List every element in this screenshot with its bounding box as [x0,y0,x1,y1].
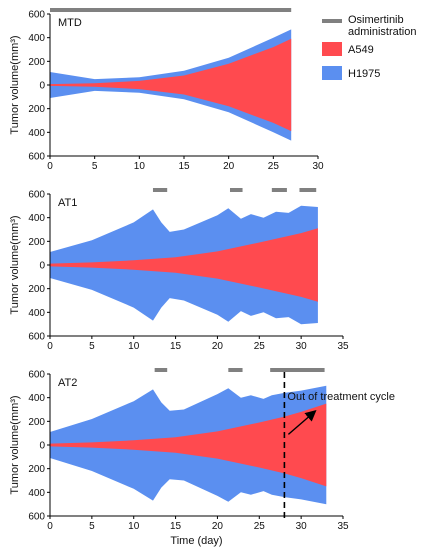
y-tick-label: 600 [28,152,45,163]
x-tick-label: 0 [47,341,53,352]
y-axis-label: Tumor volume(mm³) [9,35,21,134]
x-tick-label: 0 [47,521,53,532]
y-tick-label: 200 [28,417,45,428]
administration-bar-4 [299,188,317,192]
y-tick-label: 600 [28,512,45,523]
x-axis-label: Time (day) [170,535,222,547]
administration-bar-2 [228,368,243,372]
legend-label-administration: Osimertinib administration [348,14,416,38]
y-tick-label: 200 [28,57,45,68]
y-tick-label: 600 [28,332,45,343]
y-tick-label: 600 [28,10,45,21]
x-tick-label: 15 [170,521,182,532]
y-axis-label: Tumor volume(mm³) [9,215,21,314]
x-tick-label: 15 [170,341,182,352]
y-axis-label: Tumor volume(mm³) [9,395,21,494]
x-tick-label: 20 [212,341,224,352]
y-tick-label: 400 [28,128,45,139]
y-tick-label: 0 [39,441,45,452]
x-tick-label: 20 [212,521,224,532]
series-band-a549 [50,38,292,132]
y-tick-label: 400 [28,308,45,319]
x-tick-label: 10 [128,341,140,352]
y-tick-label: 600 [28,190,45,201]
x-tick-label: 5 [89,341,95,352]
x-tick-label: 20 [223,161,235,172]
x-tick-label: 5 [89,521,95,532]
x-tick-label: 30 [296,521,308,532]
x-tick-label: 25 [254,341,266,352]
administration-bar-3 [271,188,287,192]
x-tick-label: 25 [268,161,280,172]
x-tick-label: 0 [47,161,53,172]
panel-label: AT2 [58,377,77,389]
y-tick-label: 400 [28,393,45,404]
y-tick-label: 200 [28,464,45,475]
x-tick-label: 35 [337,341,349,352]
y-tick-label: 400 [28,488,45,499]
series-band-a549 [50,403,327,487]
panel-label: AT1 [58,197,77,209]
x-tick-label: 10 [128,521,140,532]
x-tick-label: 30 [312,161,324,172]
x-tick-label: 30 [296,341,308,352]
annotation-arrow [287,410,317,435]
panel-label: MTD [58,17,82,29]
administration-bar-1 [152,188,168,192]
y-tick-label: 0 [39,261,45,272]
legend-swatch-a549 [322,42,342,56]
legend-label-a549: A549 [348,44,374,56]
y-tick-label: 200 [28,284,45,295]
legend-swatch-administration [322,19,342,23]
y-tick-label: 600 [28,370,45,381]
x-tick-label: 25 [254,521,266,532]
legend-label-line-2: administration [348,26,416,38]
x-tick-label: 15 [178,161,190,172]
y-tick-label: 0 [39,81,45,92]
administration-bar-1 [50,8,292,12]
administration-bar-2 [229,188,243,192]
x-tick-label: 5 [92,161,98,172]
y-tick-label: 400 [28,33,45,44]
legend: Osimertinib administration A549 H1975 [322,14,416,80]
series-band-a549 [50,228,318,302]
y-tick-label: 400 [28,213,45,224]
administration-bar-3 [270,368,325,372]
y-tick-label: 200 [28,237,45,248]
x-tick-label: 35 [337,521,349,532]
y-tick-label: 200 [28,104,45,115]
legend-swatch-h1975 [322,66,342,80]
legend-label-line-1: Osimertinib [348,14,404,26]
annotation-label: Out of treatment cycle [287,391,395,403]
legend-label-h1975: H1975 [348,68,380,80]
x-tick-label: 10 [134,161,146,172]
administration-bar-1 [154,368,168,372]
